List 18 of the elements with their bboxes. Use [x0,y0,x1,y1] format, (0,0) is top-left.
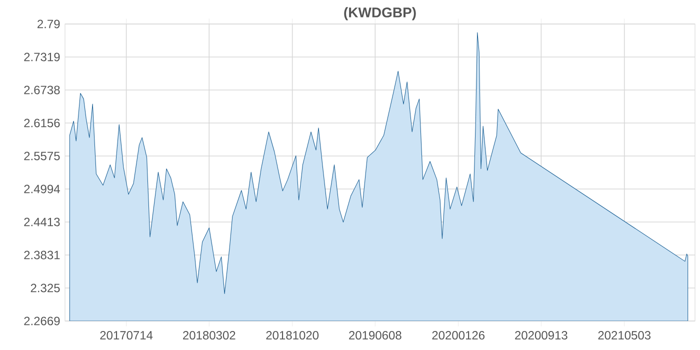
x-tick-label: 20200913 [515,331,568,340]
x-tick-label: 20180302 [183,331,236,340]
y-tick-label: 2.2669 [24,316,60,326]
y-tick-label: 2.7319 [24,52,60,62]
y-tick-label: 2.6738 [24,86,60,94]
y-tick-label: 2.3831 [24,250,60,260]
x-tick-label: 20170714 [100,331,153,340]
y-tick-label: 2.5575 [24,152,60,160]
x-tick-label: 20200126 [432,331,485,340]
y-tick-label: 2.4994 [24,184,60,194]
y-tick-label: 2.4413 [24,218,60,226]
chart-title: (KWDGBP) [344,7,416,20]
x-tick-label: 20181020 [266,331,319,340]
x-tick-label: 20190608 [349,331,402,340]
y-tick-label: 2.79 [38,20,60,28]
y-tick-label: 2.325 [30,284,60,292]
x-tick-label: 20210503 [598,331,651,340]
y-tick-label: 2.6156 [24,118,60,128]
